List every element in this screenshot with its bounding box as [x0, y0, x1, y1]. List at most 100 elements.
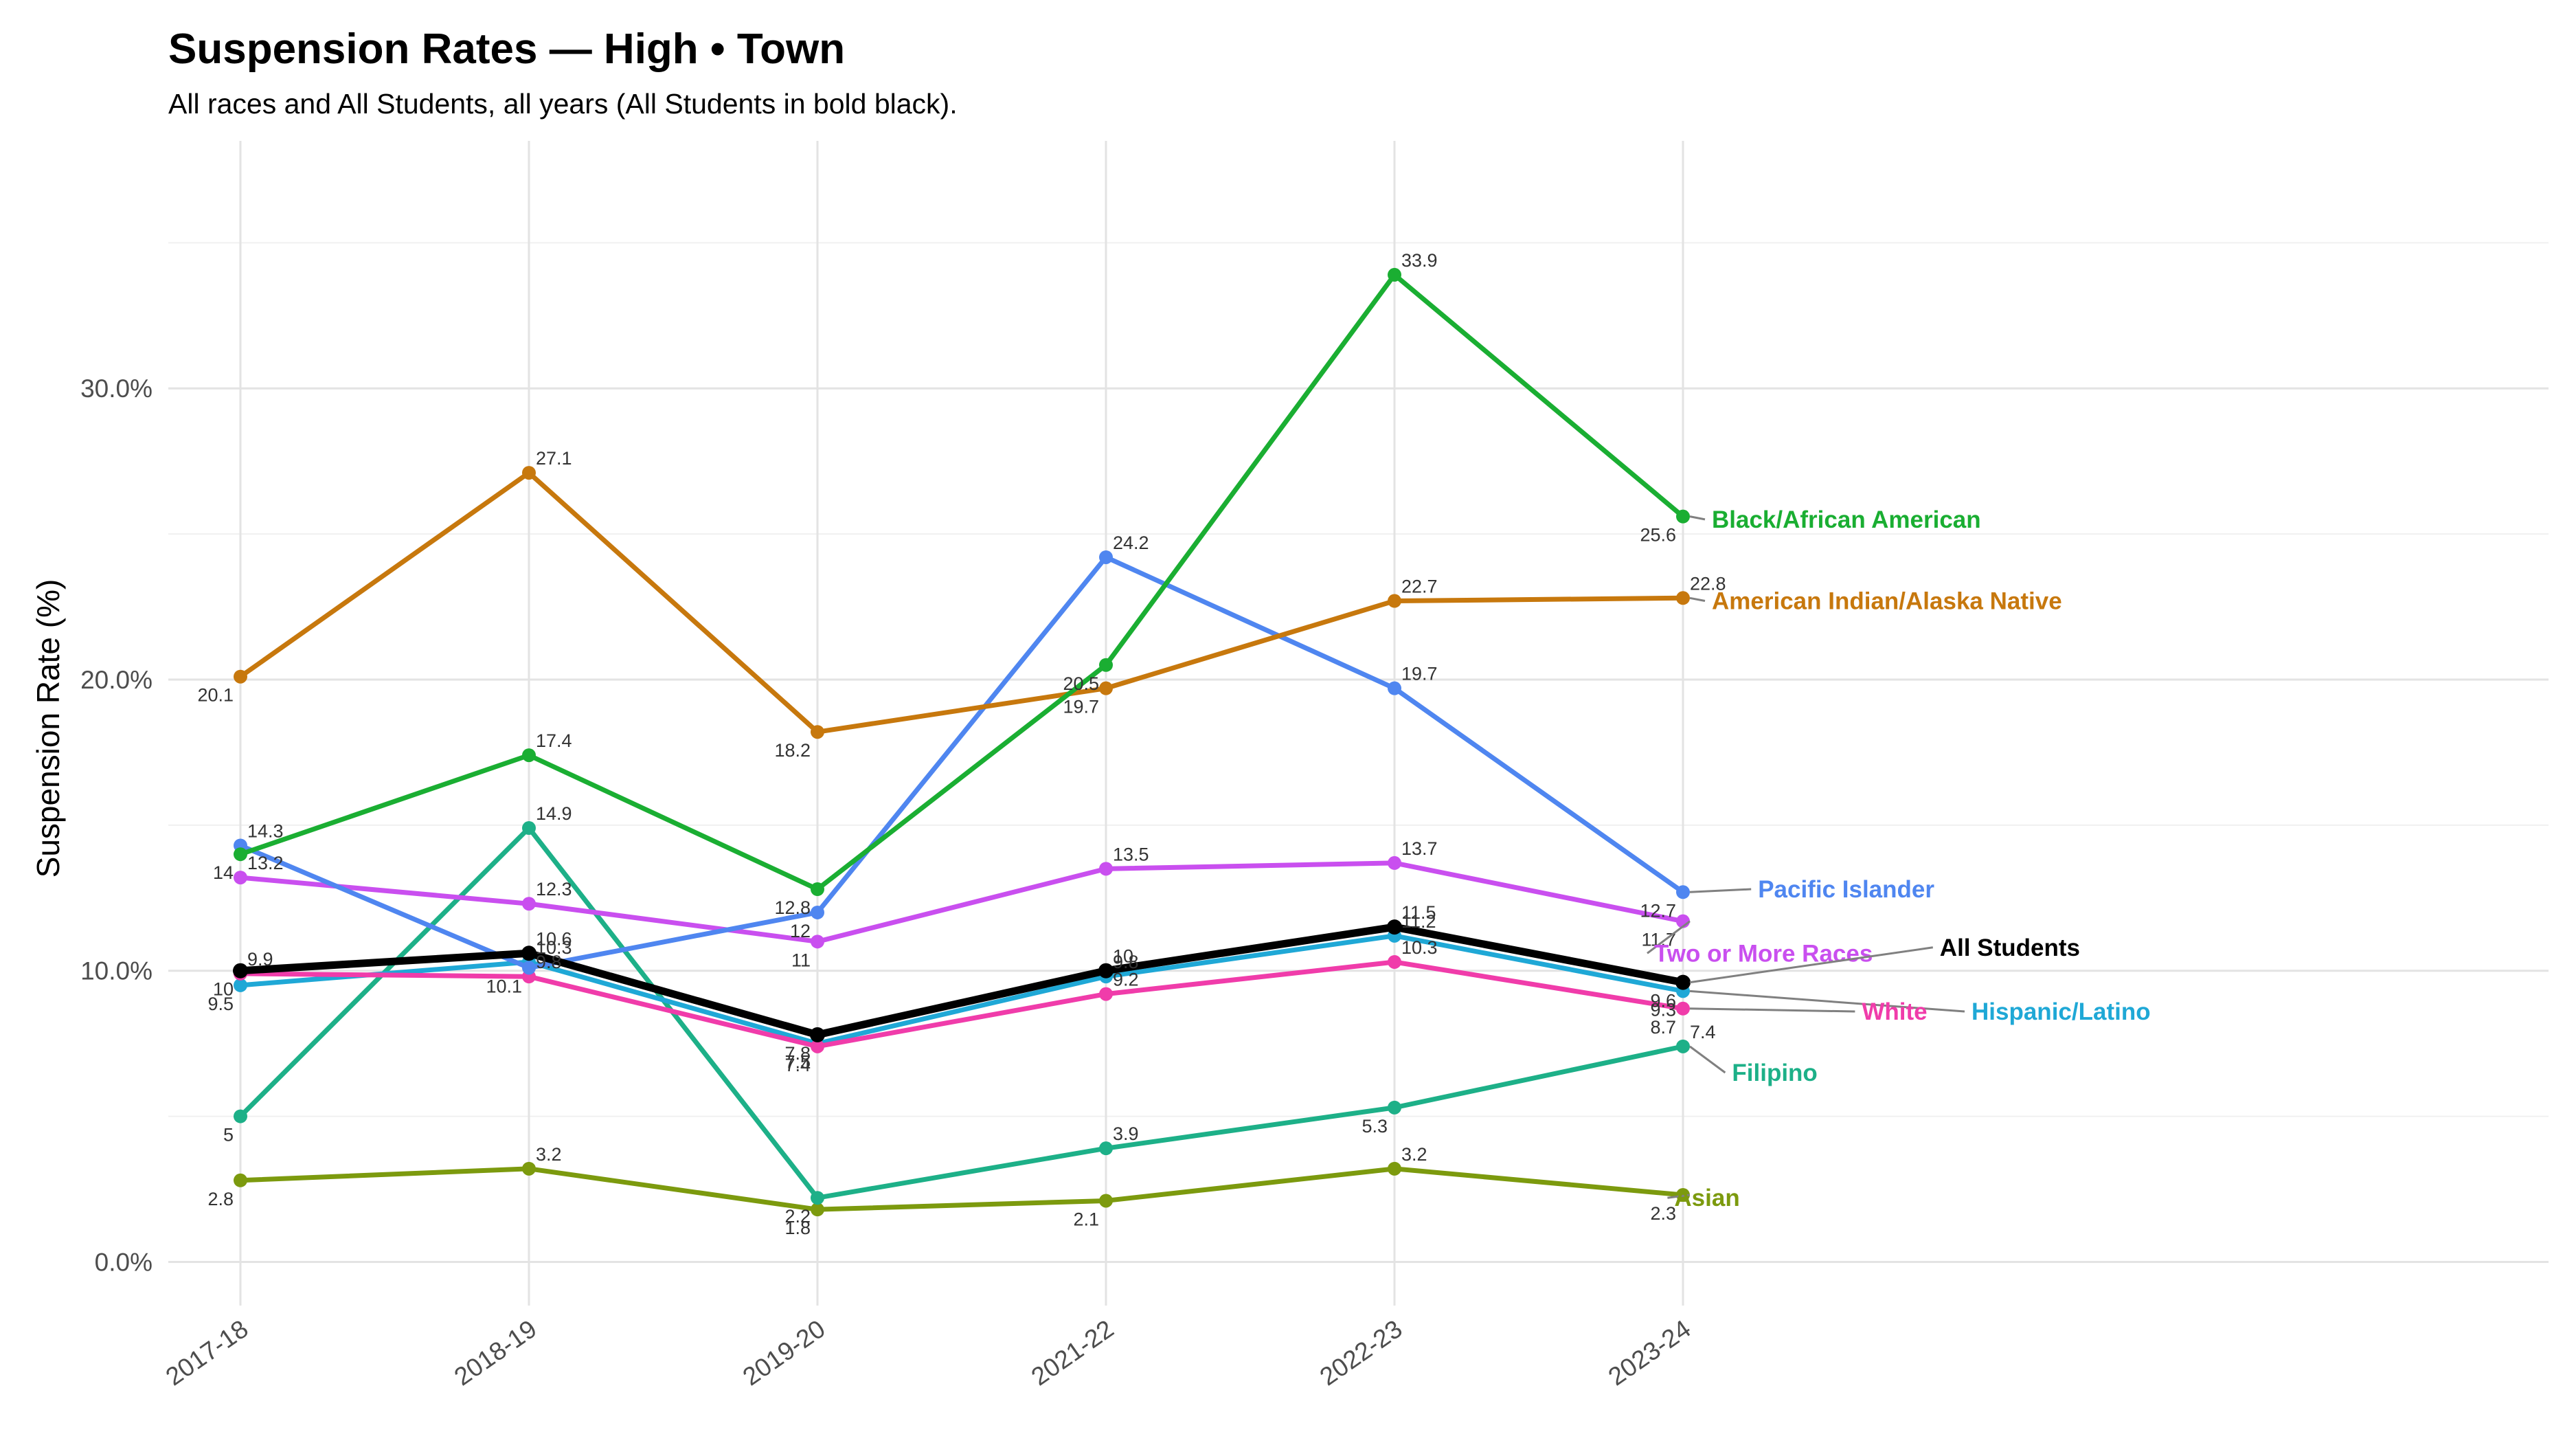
data-point: [1388, 1161, 1401, 1176]
data-point: [1388, 954, 1401, 969]
point-label: 27.1: [536, 448, 572, 469]
point-label: 10.6: [536, 928, 572, 949]
leader-line: [1689, 1045, 1726, 1074]
point-label: 14.9: [536, 803, 572, 824]
y-tick-label: 10.0%: [80, 957, 152, 985]
point-label: 22.8: [1690, 573, 1726, 594]
series-label: Two or More Races: [1654, 940, 1873, 967]
point-label: 2.2: [784, 1206, 811, 1227]
data-point: [1388, 1100, 1401, 1115]
y-tick-label: 30.0%: [80, 374, 152, 403]
data-point: [811, 1039, 824, 1053]
point-label: 19.7: [1401, 664, 1438, 684]
data-point: [1388, 267, 1401, 282]
point-label: 9.9: [247, 949, 273, 970]
series-line: [238, 959, 1686, 1049]
leader-line: [1689, 888, 1752, 893]
point-label: 9.6: [1650, 991, 1676, 1011]
x-tick-label: 2022-23: [1315, 1315, 1408, 1391]
leader-line: [1689, 596, 1706, 602]
point-label: 9.3: [1650, 999, 1676, 1020]
data-point: [234, 1173, 247, 1187]
data-point: [1676, 1001, 1690, 1016]
data-point: [1098, 963, 1114, 978]
x-tick-label: 2018-19: [449, 1315, 542, 1391]
series-line: [238, 860, 1686, 944]
point-label: 2.1: [1073, 1209, 1099, 1229]
point-label: 33.9: [1401, 250, 1438, 271]
point-label: 9.8: [536, 952, 562, 972]
point-label: 9.2: [1113, 970, 1139, 990]
data-point: [811, 935, 824, 949]
data-point: [811, 1191, 824, 1205]
series-line: [238, 1166, 1686, 1212]
point-label: 10: [1113, 946, 1133, 967]
y-tick-label: 0.0%: [95, 1248, 152, 1276]
series-line: [238, 825, 1686, 1200]
series-label: Asian: [1674, 1185, 1739, 1211]
point-label: 20.5: [1063, 673, 1099, 694]
data-point: [810, 1027, 825, 1042]
data-point: [1676, 591, 1690, 605]
point-label: 5.3: [1362, 1116, 1388, 1137]
data-point: [1099, 1141, 1113, 1156]
series-line: [238, 555, 1686, 970]
data-point: [1099, 550, 1113, 564]
data-point: [522, 821, 536, 836]
point-label: 11.7: [1641, 930, 1676, 950]
data-point: [234, 669, 247, 684]
data-point: [1099, 987, 1113, 1001]
grid: [168, 141, 2549, 1306]
chart-title: Suspension Rates — High • Town: [168, 25, 846, 73]
x-tick-label: 2021-22: [1026, 1315, 1119, 1391]
data-point: [1388, 681, 1401, 695]
data-point: [522, 466, 536, 480]
leader-line: [1667, 1194, 1691, 1199]
leader-line: [1689, 989, 1965, 1013]
data-point: [1099, 658, 1113, 672]
point-label: 25.6: [1640, 525, 1676, 546]
point-label: 7.5: [784, 1052, 811, 1073]
point-label: 2.3: [1650, 1203, 1676, 1224]
series-label: Black/African American: [1712, 506, 1981, 533]
series-line: [236, 923, 1687, 1039]
point-label: 13.5: [1113, 844, 1149, 864]
data-point: [1676, 1039, 1690, 1053]
data-point: [521, 946, 536, 961]
point-label: 18.2: [774, 740, 811, 761]
point-label: 12.3: [536, 879, 572, 899]
point-label: 3.9: [1113, 1123, 1139, 1144]
data-point: [811, 882, 824, 897]
point-label: 10.3: [1401, 937, 1438, 958]
data-point: [1388, 855, 1401, 870]
x-tick-label: 2023-24: [1603, 1315, 1696, 1391]
data-point: [1388, 594, 1401, 608]
series-lines: [233, 267, 1691, 1217]
point-label: 7.4: [784, 1055, 811, 1075]
point-label: 5: [223, 1125, 234, 1145]
point-label: 13.2: [247, 853, 284, 873]
y-tick-label: 20.0%: [80, 666, 152, 694]
point-label: 8.7: [1650, 1017, 1676, 1038]
series-line: [238, 470, 1686, 735]
point-label: 14.3: [247, 820, 284, 841]
leader-line: [1689, 1007, 1855, 1013]
point-label: 7.8: [784, 1043, 811, 1064]
point-label: 10.3: [536, 937, 572, 958]
point-label: 12.8: [774, 897, 811, 918]
series-label: Hispanic/Latino: [1971, 998, 2151, 1025]
data-point: [233, 963, 248, 978]
leader-line: [1689, 946, 1934, 984]
data-point: [234, 978, 247, 992]
point-label: 9.8: [1113, 952, 1139, 972]
data-point: [1675, 974, 1691, 990]
point-label: 10: [213, 979, 234, 1000]
x-tick-label: 2017-18: [161, 1315, 253, 1391]
data-point: [1387, 919, 1402, 935]
chart-subtitle: All races and All Students, all years (A…: [168, 88, 958, 120]
point-label: 9.5: [207, 994, 234, 1014]
data-point: [1099, 681, 1113, 695]
point-label: 14: [213, 862, 234, 883]
